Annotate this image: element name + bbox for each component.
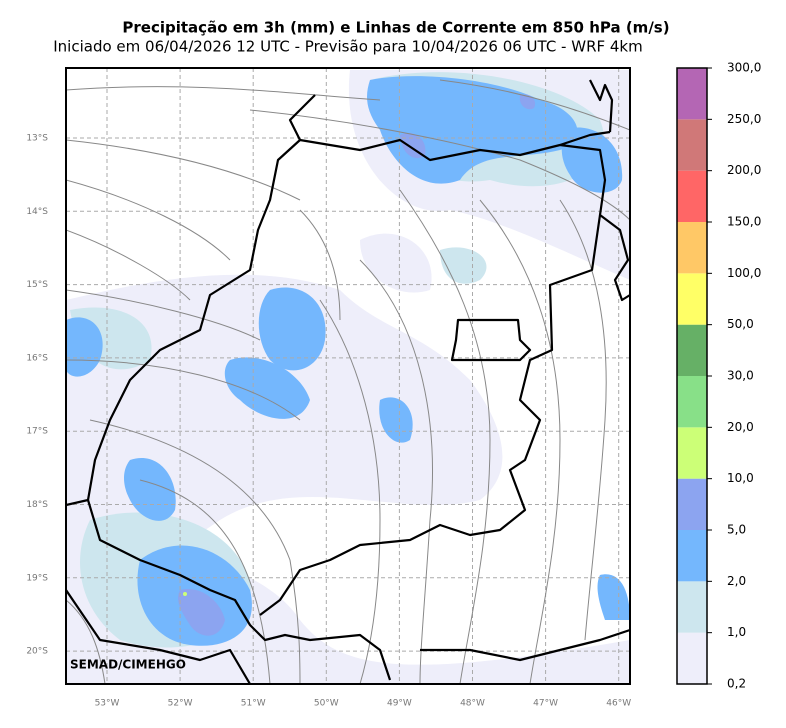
colorbar-box: [677, 478, 707, 530]
lon-label: 48°W: [460, 699, 485, 709]
map-frame: [65, 67, 631, 685]
precip-10-20: [183, 592, 187, 596]
colorbar-label: 30,0: [727, 369, 754, 383]
lon-label: 53°W: [95, 699, 120, 709]
colorbar-box: [677, 324, 707, 376]
colorbar-box: [677, 222, 707, 274]
lat-label: 17°S: [26, 427, 48, 437]
colorbar-label: 20,0: [727, 420, 754, 434]
map-area: SEMAD/CIMEHGO: [66, 68, 630, 684]
lat-label: 13°S: [26, 134, 48, 144]
colorbar-box: [677, 376, 707, 428]
lat-label: 18°S: [26, 500, 48, 510]
colorbar-label: 10,0: [727, 471, 754, 485]
colorbar-box: [677, 632, 707, 684]
colorbar-box: [677, 68, 707, 120]
colorbar-label: 250,0: [727, 112, 761, 126]
colorbar-box: [677, 427, 707, 479]
colorbar-label: 5,0: [727, 523, 746, 537]
colorbar-box: [677, 273, 707, 325]
colorbar-label: 150,0: [727, 215, 761, 229]
colorbar-label: 200,0: [727, 163, 761, 177]
map-subtitle: Iniciado em 06/04/2026 12 UTC - Previsão…: [53, 38, 642, 56]
lat-label: 16°S: [26, 353, 48, 363]
credit: SEMAD/CIMEHGO: [70, 658, 186, 672]
colorbar-label: 2,0: [727, 574, 746, 588]
map-title: Precipitação em 3h (mm) e Linhas de Corr…: [122, 19, 669, 37]
colorbar-box: [677, 530, 707, 582]
lat-label: 20°S: [26, 647, 48, 657]
colorbar-label: 300,0: [727, 61, 761, 75]
lat-label: 19°S: [26, 573, 48, 583]
lon-label: 46°W: [606, 699, 631, 709]
lon-label: 51°W: [241, 699, 266, 709]
lon-label: 47°W: [533, 699, 558, 709]
lon-label: 50°W: [314, 699, 339, 709]
colorbar-label: 1,0: [727, 625, 746, 639]
lon-label: 49°W: [387, 699, 412, 709]
colorbar-label: 0,2: [727, 677, 746, 691]
colorbar-box: [677, 581, 707, 633]
colorbar-label: 100,0: [727, 266, 761, 280]
grid: [66, 68, 630, 684]
colorbar-box: [677, 170, 707, 222]
streamlines: [66, 79, 630, 684]
state-borders: [66, 79, 630, 684]
colorbar-box: [677, 119, 707, 171]
colorbar-label: 50,0: [727, 317, 754, 331]
lat-label: 14°S: [26, 207, 48, 217]
lat-label: 15°S: [26, 280, 48, 290]
lon-label: 52°W: [168, 699, 193, 709]
colorbar: 0,2 1,0 2,0 5,0 10,0 20,0 30,0 50,0 100,0 150,0 20…: [676, 61, 761, 691]
